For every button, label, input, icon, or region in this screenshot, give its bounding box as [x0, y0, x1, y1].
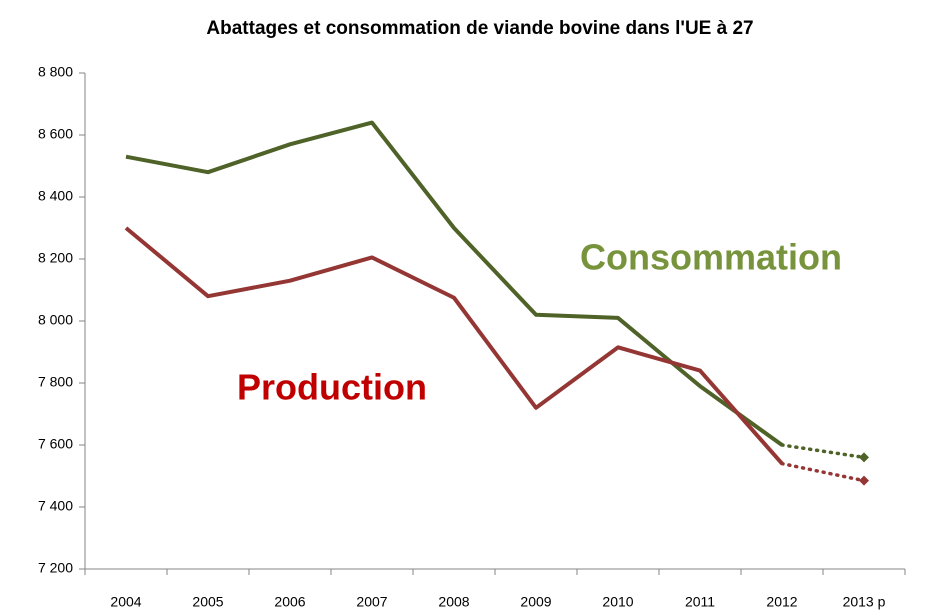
- x-tick-label: 2009: [520, 594, 551, 610]
- x-tick-label: 2011: [685, 594, 715, 610]
- y-tick-label: 7 800: [38, 374, 73, 390]
- x-tick-label: 2007: [356, 594, 387, 610]
- series-line: [125, 120, 784, 447]
- y-tick-label: 8 600: [38, 126, 73, 142]
- y-tick-label: 8 200: [38, 250, 73, 266]
- x-tick-label: 2010: [602, 594, 633, 610]
- x-tick-label: 2008: [438, 594, 469, 610]
- projection-marker: [859, 452, 869, 463]
- x-tick-label: 2013 p: [843, 594, 886, 610]
- projection-line: [780, 461, 866, 483]
- series-line: [124, 226, 784, 465]
- x-tick-label: 2012: [766, 594, 797, 610]
- series-label: Consommation: [580, 237, 842, 278]
- y-tick-label: 8 800: [38, 64, 73, 80]
- y-tick-label: 8 400: [38, 188, 73, 204]
- y-tick-label: 7 400: [38, 498, 73, 514]
- x-tick-label: 2004: [110, 594, 141, 610]
- y-tick-label: 7 200: [38, 560, 73, 576]
- projection-line: [780, 443, 866, 460]
- projection-marker: [859, 475, 869, 486]
- x-tick-label: 2006: [274, 594, 305, 610]
- y-tick-label: 7 600: [38, 436, 73, 452]
- x-tick-label: 2005: [192, 594, 223, 610]
- chart-title: Abattages et consommation de viande bovi…: [206, 18, 753, 39]
- series-label: Production: [237, 367, 427, 408]
- y-tick-label: 8 000: [38, 312, 73, 328]
